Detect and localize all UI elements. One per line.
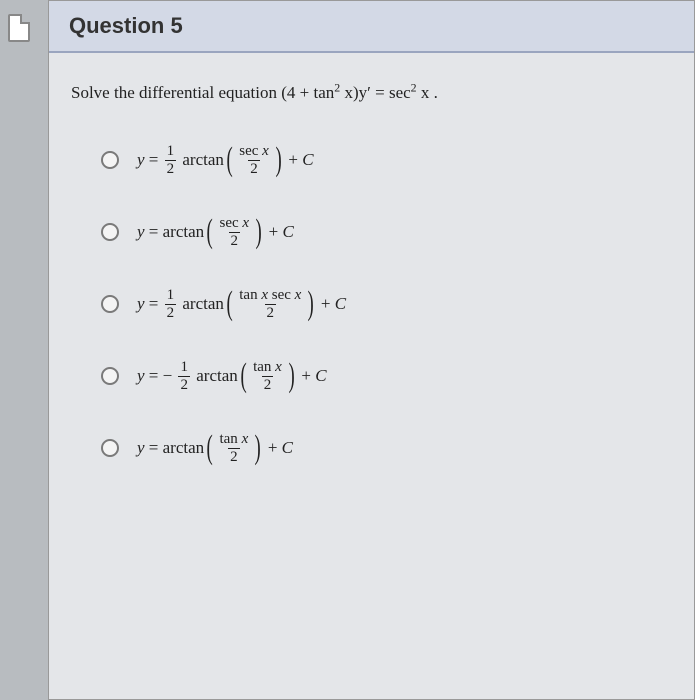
option-formula: y = 12 arctan(tan x sec x2) + C [137,287,346,321]
option-formula: y = 12 arctan(sec x2) + C [137,143,314,177]
radio-button[interactable] [101,223,119,241]
question-number: Question 5 [69,13,674,39]
question-header: Question 5 [49,1,694,53]
option-row[interactable]: y = arctan(tan x2) + C [101,431,672,465]
option-row[interactable]: y = 12 arctan(tan x sec x2) + C [101,287,672,321]
radio-button[interactable] [101,151,119,169]
page-flag-icon[interactable] [8,14,30,42]
radio-button[interactable] [101,439,119,457]
radio-button[interactable] [101,295,119,313]
prompt-math: (4 + tan2 x)y′ = sec2 x . [281,83,438,102]
question-prompt: Solve the differential equation (4 + tan… [49,53,694,143]
option-formula: y = − 12 arctan(tan x2) + C [137,359,327,393]
option-row[interactable]: y = 12 arctan(sec x2) + C [101,143,672,177]
question-card: Question 5 Solve the differential equati… [48,0,695,700]
radio-button[interactable] [101,367,119,385]
options-list: y = 12 arctan(sec x2) + C y = arctan(sec … [49,143,694,523]
option-row[interactable]: y = arctan(sec x2) + C [101,215,672,249]
option-formula: y = arctan(sec x2) + C [137,215,294,249]
option-row[interactable]: y = − 12 arctan(tan x2) + C [101,359,672,393]
prompt-text: Solve the differential equation [71,83,281,102]
option-formula: y = arctan(tan x2) + C [137,431,293,465]
